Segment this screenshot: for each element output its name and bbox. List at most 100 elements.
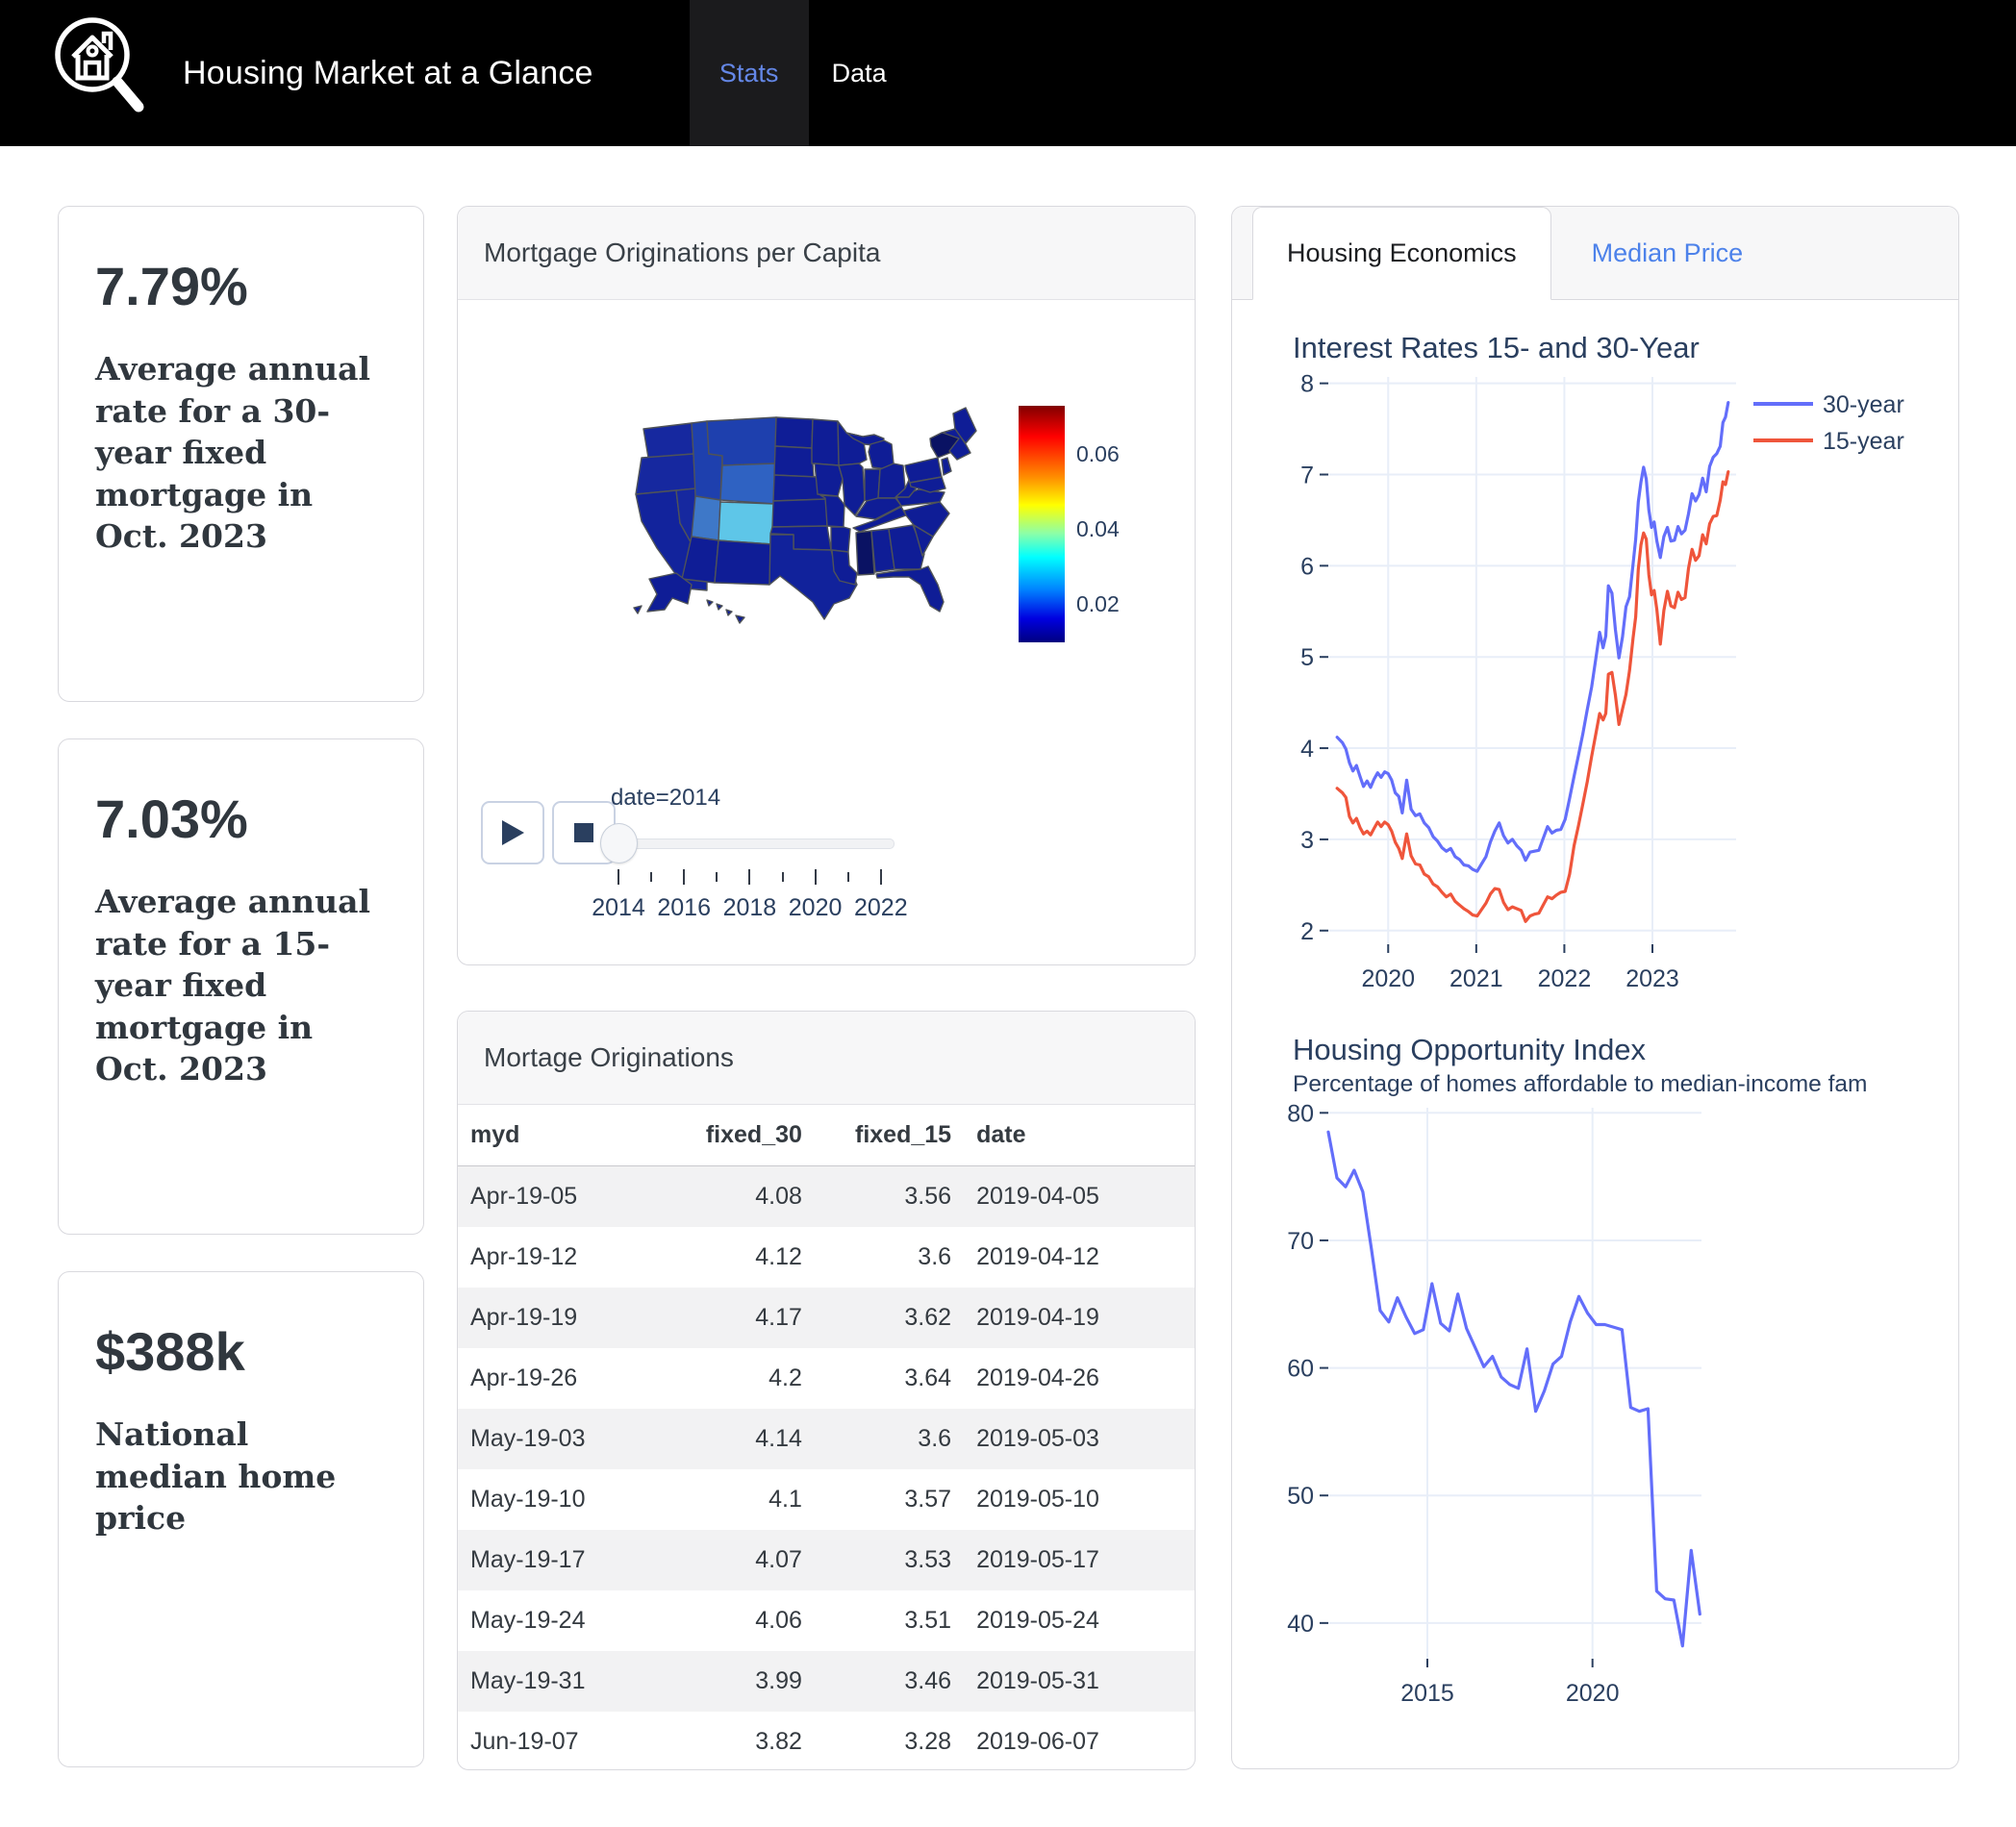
table-row: May-19-17 4.07 3.53 2019-05-17: [458, 1530, 1195, 1590]
state-TX[interactable]: [769, 534, 858, 620]
y-tick-label-50: 50: [1287, 1483, 1314, 1510]
navbar-tab-data[interactable]: Data: [831, 58, 887, 88]
state-NJ[interactable]: [941, 457, 952, 476]
slider-tick-2020: [814, 869, 817, 885]
stat-card-30yr: 7.79% Average annual rate for a 30-year …: [58, 206, 424, 702]
legend-item-30-year[interactable]: 30-year: [1753, 391, 1904, 418]
stat-desc-15yr: Average annual rate for a 15-year fixed …: [95, 883, 371, 1089]
state-AK2[interactable]: [633, 605, 643, 614]
state-MS[interactable]: [855, 530, 875, 576]
hoi-chart-block: Housing Opportunity Index Percentage of …: [1280, 1033, 1958, 1715]
y-tick-label-70: 70: [1287, 1228, 1314, 1255]
slider-tick-2022: [879, 869, 882, 885]
state-LA[interactable]: [831, 549, 858, 586]
y-tick-label-3: 3: [1300, 827, 1314, 854]
table-cell: 4.08: [755, 1183, 802, 1210]
table-cell: 4.1: [769, 1486, 802, 1513]
table-cell: 3.99: [755, 1667, 802, 1694]
table-header: myd fixed_30 fixed_15 date: [458, 1105, 1195, 1166]
state-UT[interactable]: [691, 495, 721, 541]
state-FL[interactable]: [875, 565, 945, 613]
table-cell: 3.6: [918, 1243, 952, 1270]
table-cell: 4.06: [755, 1607, 802, 1634]
state-IL[interactable]: [838, 463, 866, 516]
main-content: 7.79% Average annual rate for a 30-year …: [0, 146, 2016, 1804]
state-AK[interactable]: [646, 572, 693, 613]
stop-icon: [574, 823, 593, 842]
navbar-tab-stats[interactable]: Stats: [689, 0, 809, 146]
state-H4[interactable]: [735, 614, 745, 624]
series-30-year[interactable]: [1335, 400, 1730, 873]
table-row: May-19-24 4.06 3.51 2019-05-24: [458, 1590, 1195, 1651]
table-cell: 4.17: [755, 1304, 802, 1331]
table-cell: 3.82: [755, 1728, 802, 1755]
panel-body: Interest Rates 15- and 30-Year 2020 2021 2…: [1232, 300, 1958, 1715]
legend-item-15-year[interactable]: 15-year: [1753, 428, 1904, 455]
mortgage-rates-table[interactable]: myd fixed_30 fixed_15 date Apr-19-05 4.08 3.5…: [458, 1105, 1195, 1769]
hoi-chart-subtitle: Percentage of homes affordable to median…: [1293, 1071, 1868, 1097]
table-cell: Apr-19-26: [470, 1364, 578, 1391]
middle-column: Mortgage Originations per Capita: [457, 206, 1196, 1804]
state-NM[interactable]: [714, 539, 773, 586]
state-WA[interactable]: [643, 422, 694, 459]
play-icon: [502, 820, 524, 845]
series-15-year[interactable]: [1335, 469, 1730, 923]
animation-controls: date=2014 2014 2016 2018 2020 2022: [458, 785, 1195, 964]
table-cell: 2019-04-12: [976, 1243, 1099, 1270]
us-choropleth-map[interactable]: 0.02 0.04 0.06: [622, 404, 1161, 644]
state-OR[interactable]: [635, 453, 696, 495]
slider-current-value: date=2014: [611, 785, 721, 811]
state-NE2[interactable]: [942, 428, 971, 461]
state-IA[interactable]: [814, 463, 844, 497]
table-cell: 3.64: [904, 1364, 952, 1391]
state-GA[interactable]: [888, 524, 925, 570]
slider-tick-2021: [846, 872, 849, 882]
y-tick-label-6: 6: [1300, 553, 1314, 580]
hoi-chart[interactable]: 2015 2020 40 50 60 70 80: [1280, 1100, 1927, 1715]
table-cell: 3.56: [904, 1183, 952, 1210]
series-Housing Opportunity Index[interactable]: [1326, 1130, 1701, 1648]
table-row: May-19-03 4.14 3.6 2019-05-03: [458, 1409, 1195, 1469]
table-cell: 2019-04-19: [976, 1304, 1099, 1331]
state-KS[interactable]: [771, 498, 828, 528]
tab-median-price[interactable]: Median Price: [1591, 238, 1744, 267]
table-cell: 2019-05-17: [976, 1546, 1099, 1573]
state-KY[interactable]: [855, 497, 902, 520]
state-WY[interactable]: [719, 463, 776, 505]
state-HI[interactable]: [706, 599, 714, 607]
state-CO[interactable]: [718, 501, 775, 545]
column-header-fixed_15: fixed_15: [811, 1105, 962, 1166]
y-tick-label-40: 40: [1287, 1611, 1314, 1638]
interest-rates-chart[interactable]: 2020 2021 2022 2023 2 3 4 5 6 7 8 30-year 15-year: [1280, 369, 1927, 996]
state-AR[interactable]: [830, 526, 851, 553]
app-title: Housing Market at a Glance: [183, 54, 593, 91]
hoi-chart-title: Housing Opportunity Index: [1293, 1033, 1647, 1066]
table-cell: May-19-31: [470, 1667, 586, 1694]
stat-value-15yr: 7.03%: [95, 788, 248, 849]
table-row: Apr-19-12 4.12 3.6 2019-04-12: [458, 1227, 1195, 1288]
charts-panel: Housing Economics Median Price Interest …: [1231, 206, 1959, 1769]
state-H3[interactable]: [725, 609, 733, 616]
state-SD[interactable]: [773, 445, 815, 478]
table-cell: 2019-05-31: [976, 1667, 1099, 1694]
state-ND[interactable]: [774, 416, 814, 449]
table-cell: May-19-17: [470, 1546, 586, 1573]
play-button[interactable]: [481, 801, 544, 864]
table-cell: 2019-04-26: [976, 1364, 1099, 1391]
state-MD[interactable]: [909, 476, 946, 493]
tab-housing-economics[interactable]: Housing Economics: [1252, 207, 1551, 300]
table-cell: 3.53: [904, 1546, 952, 1573]
table-row: Apr-19-05 4.08 3.56 2019-04-05: [458, 1165, 1195, 1227]
table-cell: 2019-05-24: [976, 1607, 1099, 1634]
slider-tick-2018: [748, 869, 751, 885]
date-slider-handle[interactable]: [600, 823, 638, 863]
table-cell: Apr-19-12: [470, 1243, 578, 1270]
date-slider-track[interactable]: [613, 838, 895, 849]
y-tick-label-80: 80: [1287, 1100, 1314, 1127]
table-cell: 3.46: [904, 1667, 952, 1694]
interest-rates-chart-title: Interest Rates 15- and 30-Year: [1293, 331, 1700, 364]
state-H2[interactable]: [716, 603, 723, 611]
slider-tick-label: 2018: [722, 894, 777, 921]
table-cell: 4.12: [755, 1243, 802, 1270]
legend-label-15-year: 15-year: [1823, 428, 1904, 455]
